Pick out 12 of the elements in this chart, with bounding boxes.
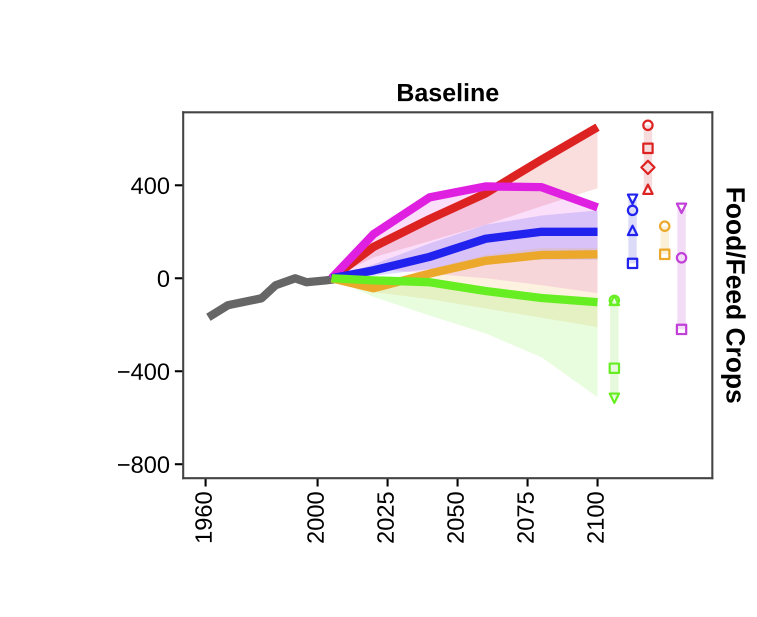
x-tick-label: 1960 — [195, 492, 212, 542]
x-tick-label: 2100 — [587, 492, 604, 543]
x-tick-label: 2025 — [377, 492, 394, 543]
x-tick-label: 2050 — [447, 492, 464, 543]
chart-title: Baseline — [398, 83, 498, 102]
x-tick-label: 2075 — [517, 492, 534, 543]
x-tick-label: 2000 — [307, 492, 324, 543]
y-tick-label: 0 — [158, 270, 170, 288]
y-tick-label: −800 — [118, 456, 170, 474]
y-tick-label: 400 — [131, 177, 170, 194]
y-axis-title: Food/Feed Crops — [721, 188, 746, 403]
y-tick-label: −400 — [118, 363, 170, 380]
